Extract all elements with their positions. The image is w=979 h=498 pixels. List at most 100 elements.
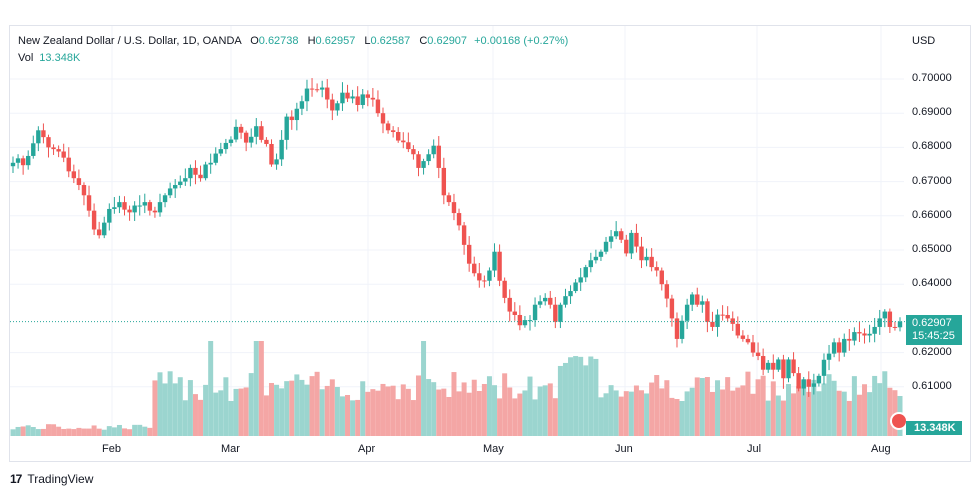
volume-bar <box>385 386 391 436</box>
volume-bar <box>25 425 31 436</box>
candle <box>213 153 218 163</box>
candle <box>264 139 269 144</box>
volume-bar <box>51 424 57 436</box>
volume-bar <box>542 385 548 436</box>
candle <box>345 92 350 99</box>
volume-bar <box>755 379 761 436</box>
candle <box>56 149 61 152</box>
volume-bar <box>187 380 193 436</box>
candle <box>208 162 213 165</box>
volume-bar <box>502 373 508 436</box>
candle <box>441 167 447 196</box>
volume-bar <box>856 394 862 436</box>
volume-bar <box>704 377 710 436</box>
candle <box>451 202 457 214</box>
y-tick-label: 0.61000 <box>912 379 952 392</box>
volume-bar <box>669 397 675 436</box>
candle <box>51 147 56 150</box>
y-tick-label: 0.70000 <box>912 72 952 84</box>
volume-bar <box>223 377 229 436</box>
candle <box>355 96 360 105</box>
currency-label[interactable]: USD <box>912 35 936 47</box>
candle <box>532 304 538 321</box>
candle <box>867 333 872 336</box>
volume-bar <box>760 375 766 436</box>
candle <box>466 244 472 264</box>
y-tick-label: 0.69000 <box>912 106 952 119</box>
volume-bar <box>588 356 594 436</box>
volume-bar <box>461 382 467 436</box>
volume-bar <box>725 377 731 436</box>
volume-bar <box>481 383 487 436</box>
volume-bar <box>208 341 214 436</box>
candle <box>720 314 725 316</box>
low-label: L <box>364 35 371 47</box>
volume-bar <box>294 374 300 436</box>
volume-bar <box>836 390 842 436</box>
volume-bar <box>137 424 143 436</box>
volume-bar <box>355 399 361 436</box>
symbol-title[interactable]: New Zealand Dollar / U.S. Dollar, 1D, OA… <box>18 35 242 47</box>
volume-bar <box>218 390 224 436</box>
volume-bar <box>497 398 503 436</box>
volume-bar <box>527 376 533 436</box>
brand[interactable]: 17 TradingView <box>10 472 93 486</box>
volume-bar <box>446 396 452 436</box>
x-tick-label: May <box>483 443 504 455</box>
last-price: 0.62907 <box>912 316 952 329</box>
volume-bar <box>116 424 122 436</box>
volume-bar <box>831 380 837 436</box>
volume-bar <box>157 372 163 436</box>
volume-bar <box>142 426 148 436</box>
volume-bar <box>431 382 437 436</box>
candle <box>243 132 249 143</box>
candle <box>309 88 315 90</box>
volume-bar <box>745 371 751 436</box>
volume-bar <box>811 379 817 436</box>
candle <box>385 123 391 131</box>
volume-bar <box>633 385 639 436</box>
candle <box>426 154 431 162</box>
bar-countdown: 15:45:25 <box>912 329 955 342</box>
candle <box>396 132 401 141</box>
candle <box>603 241 609 252</box>
volume-bar <box>177 377 183 436</box>
candle <box>157 202 163 213</box>
candle <box>766 362 771 370</box>
candle <box>96 229 102 236</box>
candle <box>41 130 46 138</box>
candle <box>330 99 335 111</box>
candle <box>172 185 178 189</box>
volume-bar <box>679 400 685 436</box>
volume-bar <box>66 428 72 436</box>
candle <box>573 282 578 292</box>
volume-label[interactable]: Vol <box>18 52 34 64</box>
candle <box>375 99 381 114</box>
candle <box>289 116 294 121</box>
volume-bar <box>268 382 274 436</box>
candle <box>548 297 553 305</box>
volume-bar <box>882 371 888 436</box>
candle <box>314 89 320 91</box>
volume-bar <box>537 386 543 436</box>
candle <box>401 140 406 143</box>
volume-bar <box>91 425 97 436</box>
candle <box>279 139 284 160</box>
candle <box>639 246 644 261</box>
volume-bar <box>644 393 650 436</box>
volume-bar <box>334 386 340 436</box>
candle <box>61 151 66 158</box>
volume-bar <box>872 375 878 436</box>
candle <box>669 298 675 319</box>
volume-bar <box>30 427 36 436</box>
volume-bar <box>557 365 563 436</box>
candle <box>446 195 452 203</box>
candle <box>877 318 882 327</box>
volume-bar <box>492 385 498 436</box>
volume-bar <box>76 427 82 436</box>
volume-bar <box>471 379 477 436</box>
candle <box>507 297 512 312</box>
volume-bar <box>603 393 609 436</box>
volume-bar <box>720 389 726 436</box>
